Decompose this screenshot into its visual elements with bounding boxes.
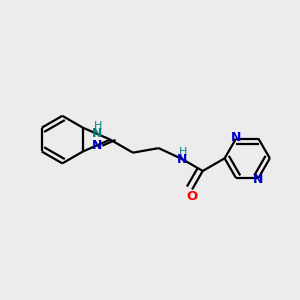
Text: N: N [92, 128, 102, 140]
Text: O: O [186, 190, 198, 202]
Text: H: H [179, 147, 187, 157]
Text: N: N [231, 131, 241, 144]
Text: N: N [253, 173, 264, 186]
Text: N: N [92, 139, 102, 152]
Text: N: N [177, 153, 188, 166]
Text: H: H [94, 122, 102, 131]
